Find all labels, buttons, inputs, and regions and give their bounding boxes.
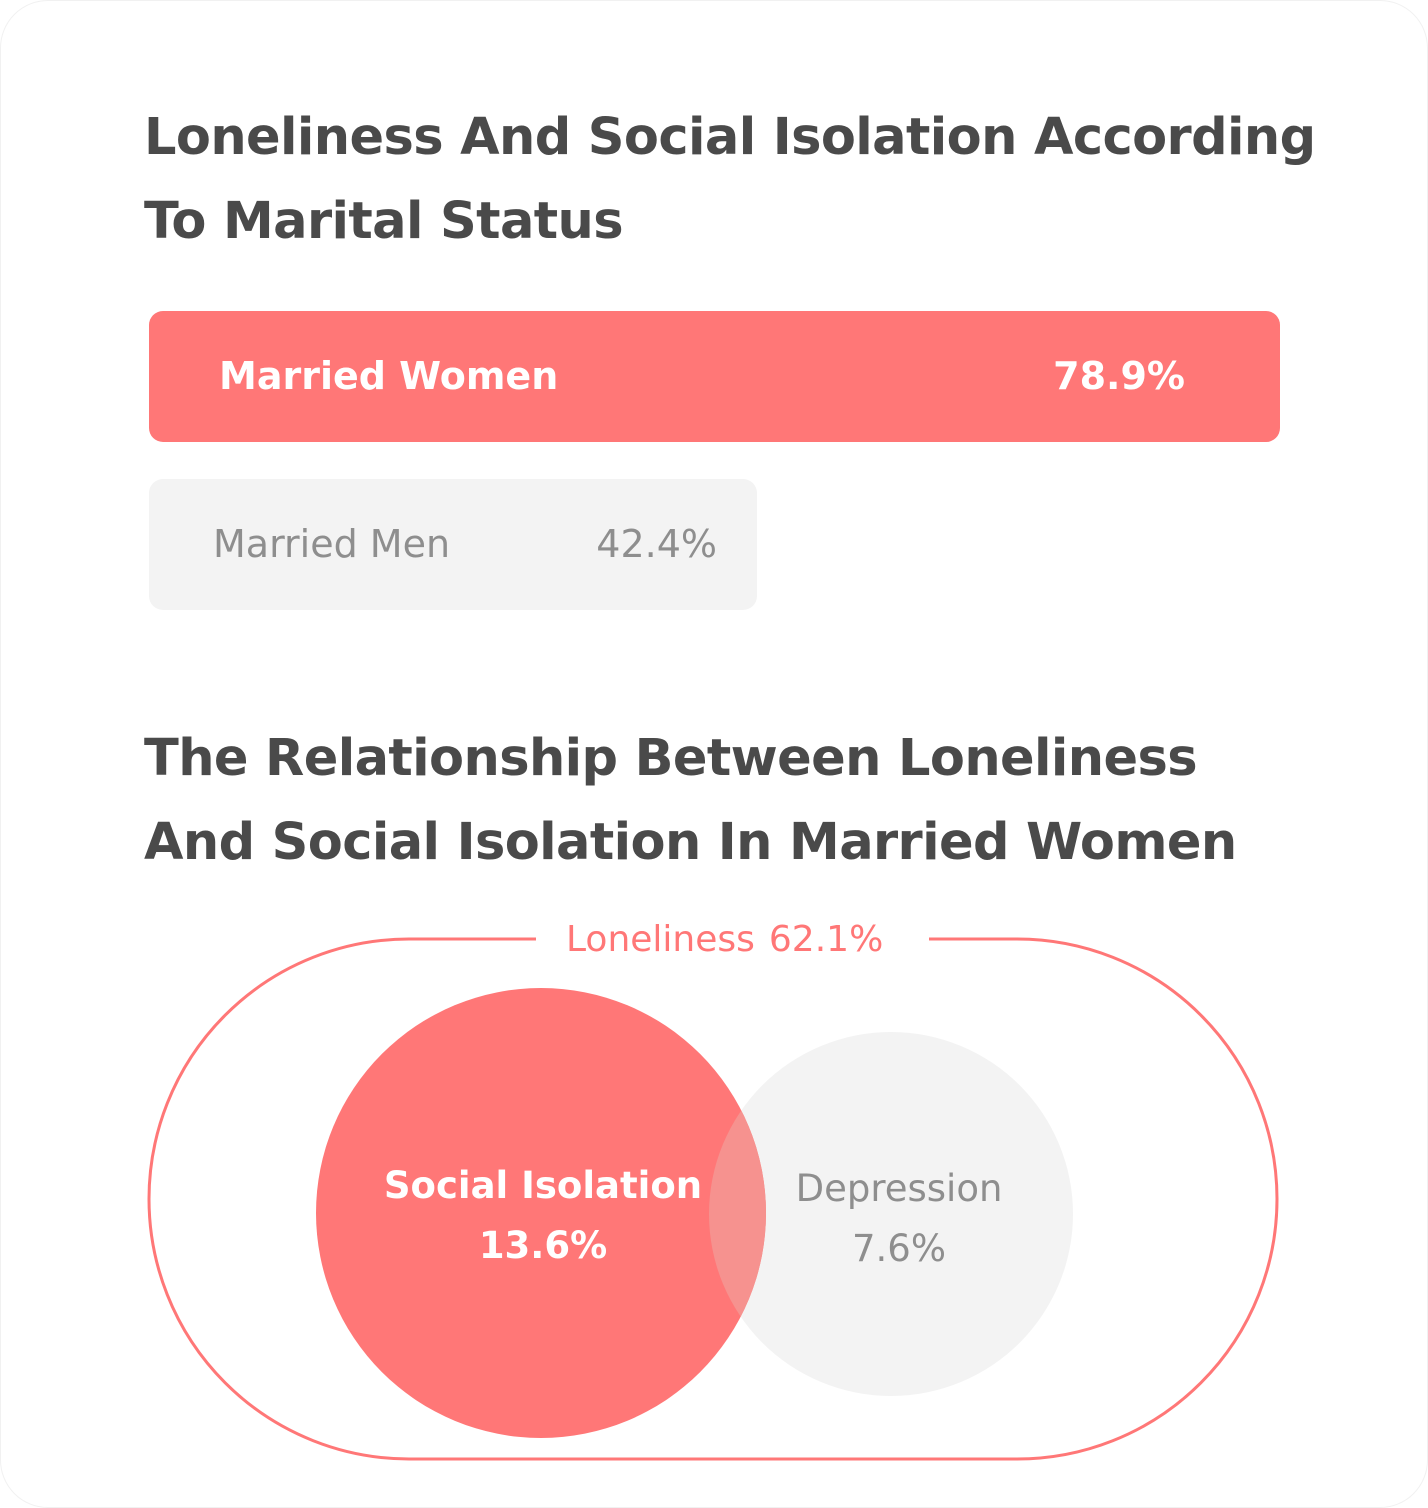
- loneliness-label: Loneliness 62.1%: [566, 919, 883, 960]
- depression-value: 7.6%: [852, 1227, 946, 1270]
- bar-label: Married Women: [219, 354, 559, 398]
- loneliness-outline: [147, 937, 1279, 1461]
- social-isolation-circle: [316, 988, 766, 1438]
- bar-value-label: 42.4%: [596, 522, 717, 566]
- social-isolation-label: Social Isolation: [384, 1164, 702, 1207]
- bar-label: Married Men: [213, 522, 451, 566]
- bar-married-men: Married Men 42.4%: [149, 479, 757, 610]
- depression-circle: [709, 1032, 1073, 1396]
- bar-married-women: Married Women 78.9%: [149, 311, 1280, 442]
- depression-label: Depression: [796, 1167, 1003, 1210]
- bar-value-label: 78.9%: [1053, 354, 1185, 398]
- venn-diagram: Loneliness 62.1% Social Isolation 13.6% D…: [147, 919, 1279, 1461]
- bar-chart-title: Loneliness And Social Isolation Accordin…: [144, 108, 1316, 251]
- venn-chart-title: The Relationship Between Loneliness And …: [144, 729, 1237, 872]
- social-isolation-value: 13.6%: [479, 1224, 607, 1267]
